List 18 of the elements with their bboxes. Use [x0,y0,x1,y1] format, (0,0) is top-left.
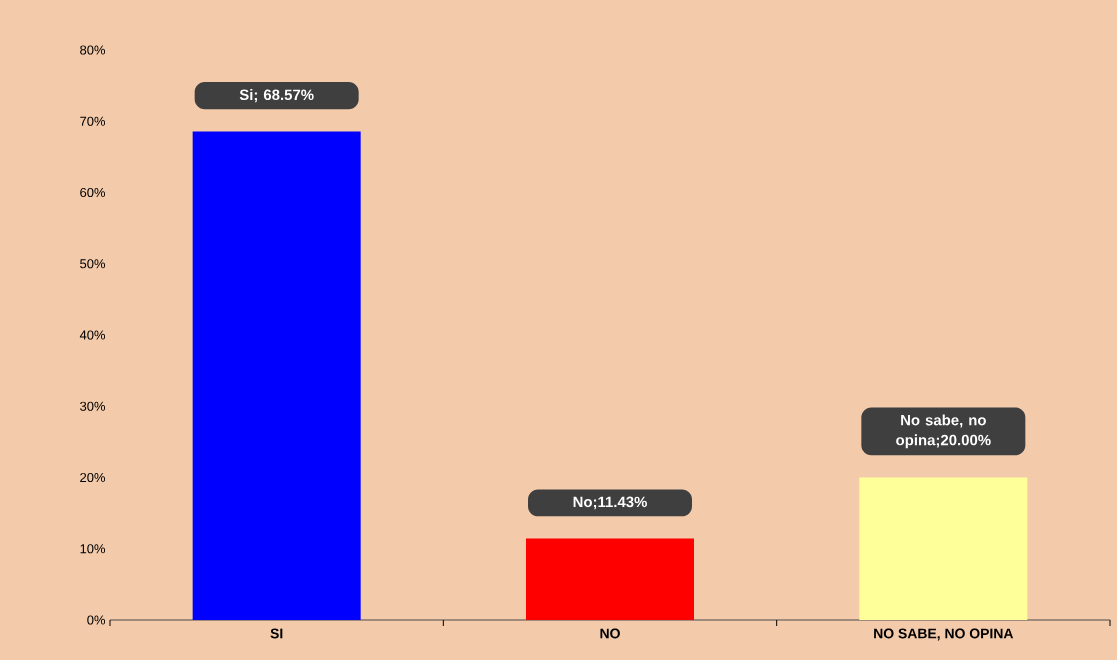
y-tick-label: 10% [80,544,106,554]
y-tick-label: 40% [79,330,106,340]
y-tick-label: 60% [80,187,106,198]
data-label: No sabe, no opina;20.00% [896,414,991,449]
x-tick-label: NO [600,628,620,639]
data-label: Si; 68.57% [239,89,314,103]
x-tick-label: SI [270,628,283,639]
bar [526,538,694,620]
bar [192,131,361,620]
y-tick-label: 20% [80,472,106,483]
y-tick-label: 0% [87,615,106,625]
data-label: No;11.43% [573,496,647,510]
y-tick-label: 50% [80,259,106,269]
y-tick-label: 80% [80,45,106,55]
y-tick-label: 70% [80,116,106,126]
x-tick-label: NO SABE, NO OPINA [874,628,1014,641]
bar [859,477,1028,620]
y-tick-label: 30% [80,401,106,411]
